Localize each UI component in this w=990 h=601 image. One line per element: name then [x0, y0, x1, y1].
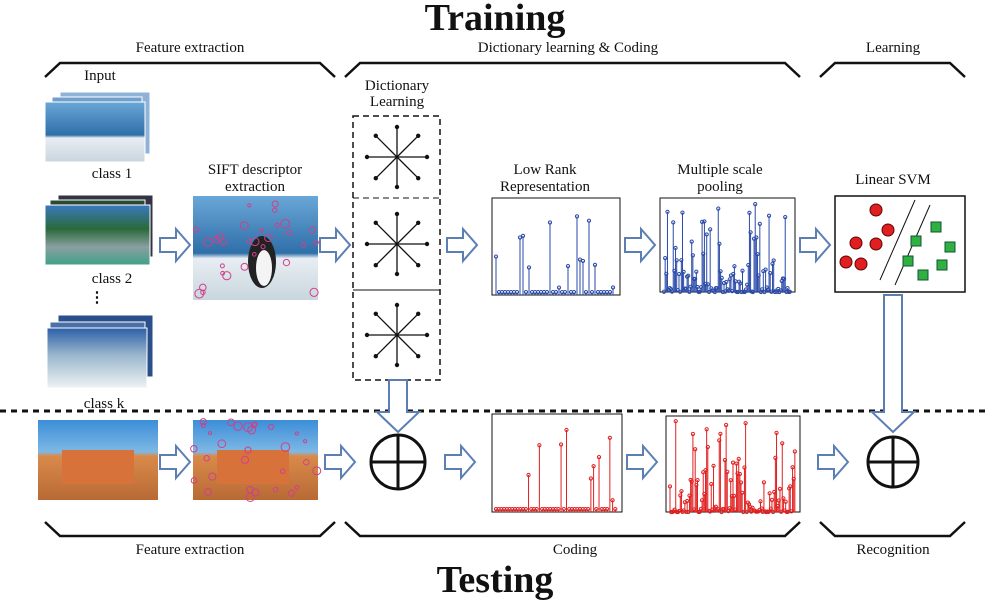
arrow-head [395, 125, 399, 129]
flow-arrow [445, 446, 475, 478]
flow-arrow [447, 229, 477, 261]
flow-arrow [325, 446, 355, 478]
arrow-head [416, 134, 420, 138]
plot-frame [492, 414, 622, 512]
input-label: Input [84, 68, 116, 84]
arrow-head [374, 312, 378, 316]
step-label: Linear SVM [855, 172, 930, 188]
step-label: SIFT descriptor [208, 162, 302, 178]
step-label: Representation [500, 179, 590, 195]
arrow-head [416, 263, 420, 267]
arrow-head [365, 242, 369, 246]
bracket [345, 63, 800, 77]
atom-arrow [376, 223, 397, 244]
flow-arrow [800, 229, 830, 261]
atom-arrow [376, 314, 397, 335]
bracket [345, 522, 800, 536]
arrow-head [425, 242, 429, 246]
arrow-head [416, 221, 420, 225]
arrow-head [425, 155, 429, 159]
image-stack [45, 195, 153, 265]
flow-arrow [377, 380, 419, 432]
arrow-head [374, 263, 378, 267]
section-label: Feature extraction [136, 40, 245, 56]
section-label: Coding [553, 542, 598, 558]
class-label: class 2 [92, 271, 132, 287]
header: Training [425, 0, 566, 39]
atom-arrow [397, 335, 418, 356]
atom-arrow [397, 223, 418, 244]
atom-arrow [397, 157, 418, 178]
step-label: pooling [697, 179, 743, 195]
step-label: Learning [370, 94, 425, 110]
section-label: Learning [866, 40, 921, 56]
step-label: Dictionary [365, 78, 430, 94]
ellipsis: ⋮ [90, 290, 105, 306]
arrow-head [374, 134, 378, 138]
plot-frame [492, 198, 620, 295]
bracket [820, 63, 965, 77]
flow-arrow [872, 295, 914, 432]
footer-title: Testing [437, 559, 554, 601]
section-label: Dictionary learning & Coding [478, 40, 659, 56]
atom-arrow [397, 136, 418, 157]
section-label: Recognition [856, 542, 930, 558]
flow-arrow [627, 446, 657, 478]
arrow-head [395, 212, 399, 216]
bracket [820, 522, 965, 536]
plot-frame [660, 198, 795, 292]
arrow-head [374, 176, 378, 180]
image-stack [47, 315, 153, 388]
step-label: extraction [225, 179, 285, 195]
flow-arrow [320, 229, 350, 261]
arrow-head [395, 303, 399, 307]
diagram: Training Feature extraction Dictionary l… [0, 0, 990, 601]
atom-arrow [397, 244, 418, 265]
atom-arrow [397, 314, 418, 335]
arrow-head [365, 155, 369, 159]
step-label: Low Rank [514, 162, 577, 178]
arrow-head [365, 333, 369, 337]
penguin [256, 250, 272, 286]
arrow-head [395, 272, 399, 276]
atom-arrow [376, 157, 397, 178]
step-label: Multiple scale [677, 162, 763, 178]
arrow-head [374, 354, 378, 358]
flow-arrow [625, 229, 655, 261]
section-label: Feature extraction [136, 542, 245, 558]
flow-arrow [818, 446, 848, 478]
atom-arrow [376, 335, 397, 356]
title: Training [425, 0, 566, 39]
atom-arrow [376, 244, 397, 265]
flow-arrow [160, 229, 190, 261]
bracket [45, 522, 335, 536]
image-stack [45, 92, 150, 162]
building [217, 450, 289, 484]
arrow-head [425, 333, 429, 337]
flow-arrow [160, 446, 190, 478]
atom-arrow [376, 136, 397, 157]
arrow-head [416, 312, 420, 316]
arrow-head [416, 354, 420, 358]
building [62, 450, 134, 484]
arrow-head [395, 363, 399, 367]
arrow-head [374, 221, 378, 225]
arrow-head [395, 185, 399, 189]
arrow-head [416, 176, 420, 180]
class-label: class 1 [92, 166, 132, 182]
